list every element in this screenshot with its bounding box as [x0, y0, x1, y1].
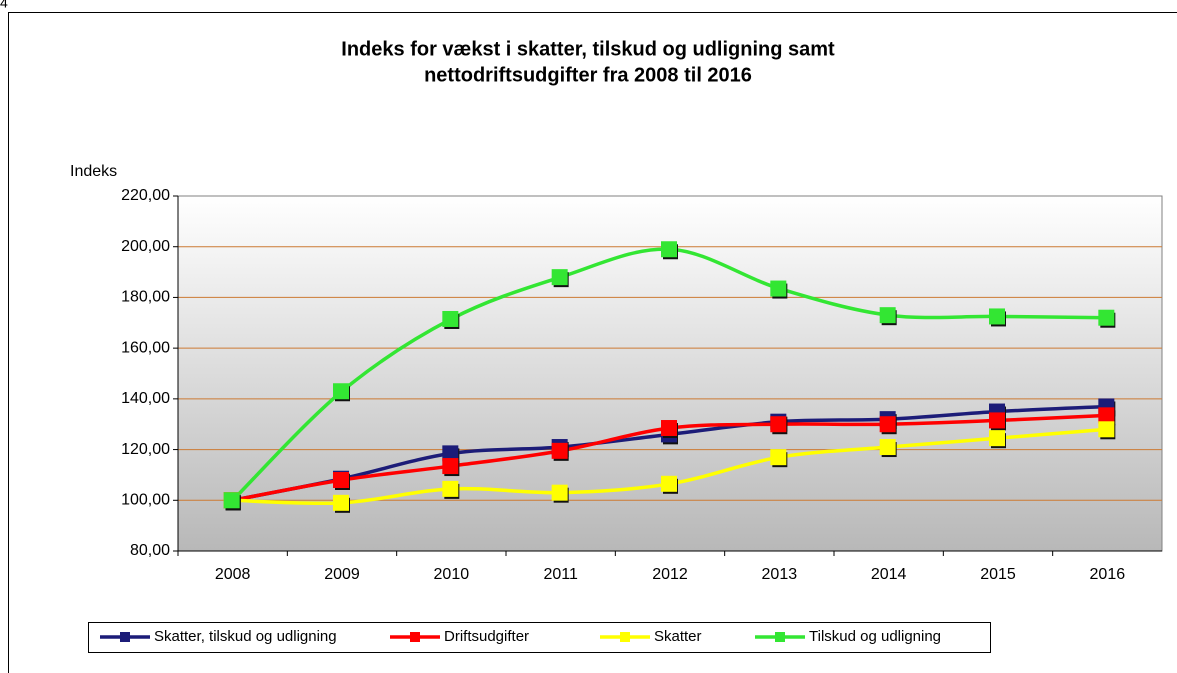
x-tick-label: 2012 [652, 566, 688, 583]
x-tick-label: 2009 [324, 566, 360, 583]
y-tick-label: 220,00 [121, 187, 170, 204]
marker [770, 449, 787, 466]
marker [661, 475, 677, 492]
marker [770, 280, 787, 297]
chart-subtitle: nettodriftsudgifter fra 2008 til 2016 [424, 64, 752, 86]
legend-label: Tilskud og udligning [809, 628, 941, 645]
marker [989, 308, 1005, 325]
legend-label: Driftsudgifter [444, 628, 529, 645]
frame [8, 12, 1177, 673]
chart-title: Indeks for vækst i skatter, tilskud og u… [341, 38, 835, 60]
marker [551, 442, 568, 459]
x-tick-label: 2013 [762, 566, 798, 583]
x-tick-label: 2016 [1090, 566, 1126, 583]
marker [879, 307, 896, 324]
marker [551, 484, 568, 501]
legend-marker [775, 632, 785, 642]
x-tick-label: 2010 [434, 566, 470, 583]
legend [88, 622, 991, 653]
marker [879, 439, 896, 456]
legend-marker [410, 632, 420, 642]
marker [989, 412, 1005, 429]
marker [661, 241, 677, 258]
marker [1098, 421, 1115, 438]
legend-label: Skatter [654, 628, 702, 645]
legend-marker [620, 632, 630, 642]
marker [442, 445, 459, 462]
legend-label: Skatter, tilskud og udligning [154, 628, 337, 645]
y-tick-label: 200,00 [121, 238, 170, 255]
marker [551, 269, 568, 286]
marker [223, 492, 240, 509]
marker [333, 383, 349, 400]
page-number: 4 [0, 0, 8, 11]
marker [442, 458, 459, 475]
y-tick-label: 100,00 [121, 492, 170, 509]
marker [442, 480, 459, 497]
marker [442, 310, 459, 327]
y-tick-label: 120,00 [121, 441, 170, 458]
x-tick-label: 2011 [543, 566, 578, 583]
y-tick-label: 180,00 [121, 289, 170, 306]
y-tick-label: 80,00 [130, 542, 170, 559]
marker [989, 430, 1005, 447]
y-axis-label: Indeks [70, 163, 117, 180]
marker [333, 494, 349, 511]
marker [879, 416, 896, 433]
marker [770, 416, 787, 433]
x-tick-label: 2015 [980, 566, 1016, 583]
y-tick-label: 160,00 [121, 339, 170, 356]
marker [1098, 407, 1115, 424]
x-tick-label: 2014 [871, 566, 907, 583]
x-tick-label: 2008 [215, 566, 251, 583]
marker [1098, 309, 1115, 326]
legend-marker [120, 632, 130, 642]
marker [661, 420, 677, 437]
y-tick-label: 140,00 [121, 390, 170, 407]
marker [333, 472, 349, 488]
